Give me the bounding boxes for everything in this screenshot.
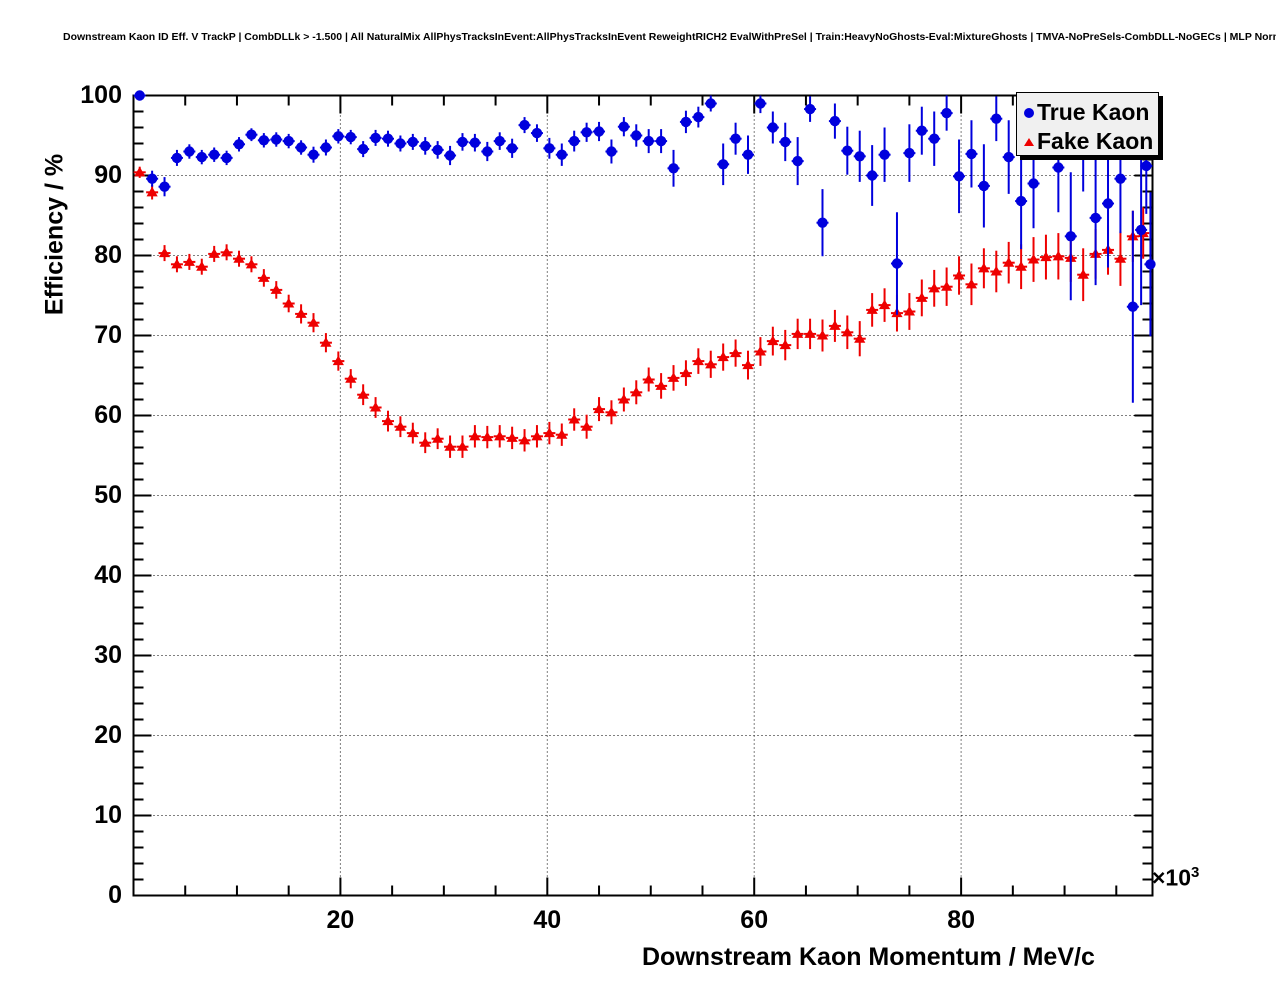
y-tick-label: 100 [80, 80, 122, 109]
legend-circle-icon [1021, 104, 1037, 120]
y-tick-label: 60 [94, 400, 122, 429]
plot-title: Downstream Kaon ID Eff. V TrackP | CombD… [63, 31, 1276, 43]
x-tick-label: 40 [533, 905, 562, 934]
gridlines [133, 95, 1153, 896]
x-exponent-power: 3 [1191, 864, 1200, 881]
y-tick-label: 10 [94, 800, 122, 829]
x-axis-title: Downstream Kaon Momentum / MeV/c [642, 943, 1095, 971]
series-true-kaon [133, 90, 1156, 403]
legend-triangle-icon [1021, 133, 1037, 149]
series-fake-kaon [133, 166, 1150, 458]
legend: True Kaon Fake Kaon [1016, 92, 1159, 156]
legend-label-fake-kaon: Fake Kaon [1037, 127, 1154, 154]
y-tick-label: 90 [94, 160, 122, 189]
legend-label-true-kaon: True Kaon [1037, 98, 1150, 125]
legend-entry-fake-kaon: Fake Kaon [1021, 124, 1153, 154]
y-tick-label: 20 [94, 720, 122, 749]
legend-entry-true-kaon: True Kaon [1021, 95, 1149, 125]
y-tick-label: 50 [94, 480, 122, 509]
y-axis-title: Efficiency / % [40, 153, 69, 316]
y-tick-label: 70 [94, 320, 122, 349]
x-tick-label: 60 [740, 905, 769, 934]
y-tick-label: 40 [94, 560, 122, 589]
x-tick-label: 20 [326, 905, 355, 934]
x-exponent-base: ×10 [1152, 864, 1192, 891]
y-tick-label: 0 [108, 880, 122, 909]
y-tick-label: 30 [94, 640, 122, 669]
x-axis-exponent-multiplier: ×103 [1152, 864, 1199, 892]
y-tick-label: 80 [94, 240, 122, 269]
x-tick-label: 80 [947, 905, 976, 934]
